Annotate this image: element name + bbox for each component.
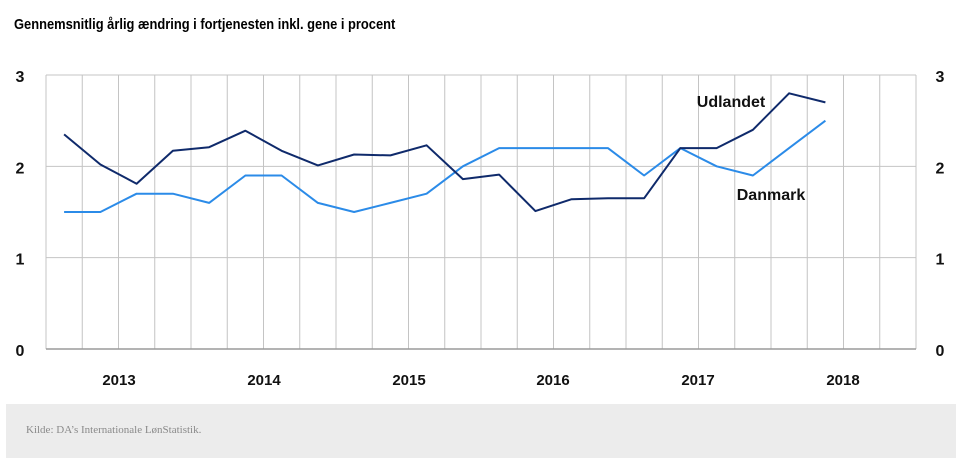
x-tick-label: 2018 [826,372,859,389]
source-note: Kilde: DA’s Internationale LønStatistik. [26,424,202,436]
x-tick-label: 2016 [536,372,569,389]
y-tick-label-right: 3 [936,69,945,86]
y-tick-label-right: 1 [936,252,945,269]
series-line-udlandet [63,92,826,213]
series [63,92,827,213]
y-tick-label-left: 1 [16,252,25,269]
grid [45,74,917,350]
series-label-danmark: Danmark [737,187,806,204]
series-label-udlandet: Udlandet [697,94,766,111]
source-footer: Kilde: DA’s Internationale LønStatistik. [6,404,956,458]
labels: Udlandet Danmark [697,94,806,204]
y-tick-label-right: 2 [936,160,945,177]
y-tick-label-right: 0 [936,343,945,360]
x-tick-label: 2014 [247,372,281,389]
x-tick-label: 2017 [681,372,714,389]
x-tick-label: 2015 [392,372,425,389]
series-line-danmark [64,119,827,213]
y-tick-label-left: 2 [16,160,25,177]
y-tick-label-left: 0 [16,343,25,360]
y-tick-label-left: 3 [16,69,25,86]
axes: 0 0 1 1 2 2 3 3 2013 2014 2015 2016 2017 2018 [16,69,945,389]
line-chart: 0 0 1 1 2 2 3 3 2013 2014 2015 2016 2017 2018 Udlande… [16,69,945,389]
x-tick-label: 2013 [102,372,135,389]
chart-title: Gennemsnitlig årlig ændring i fortjenest… [14,16,396,33]
